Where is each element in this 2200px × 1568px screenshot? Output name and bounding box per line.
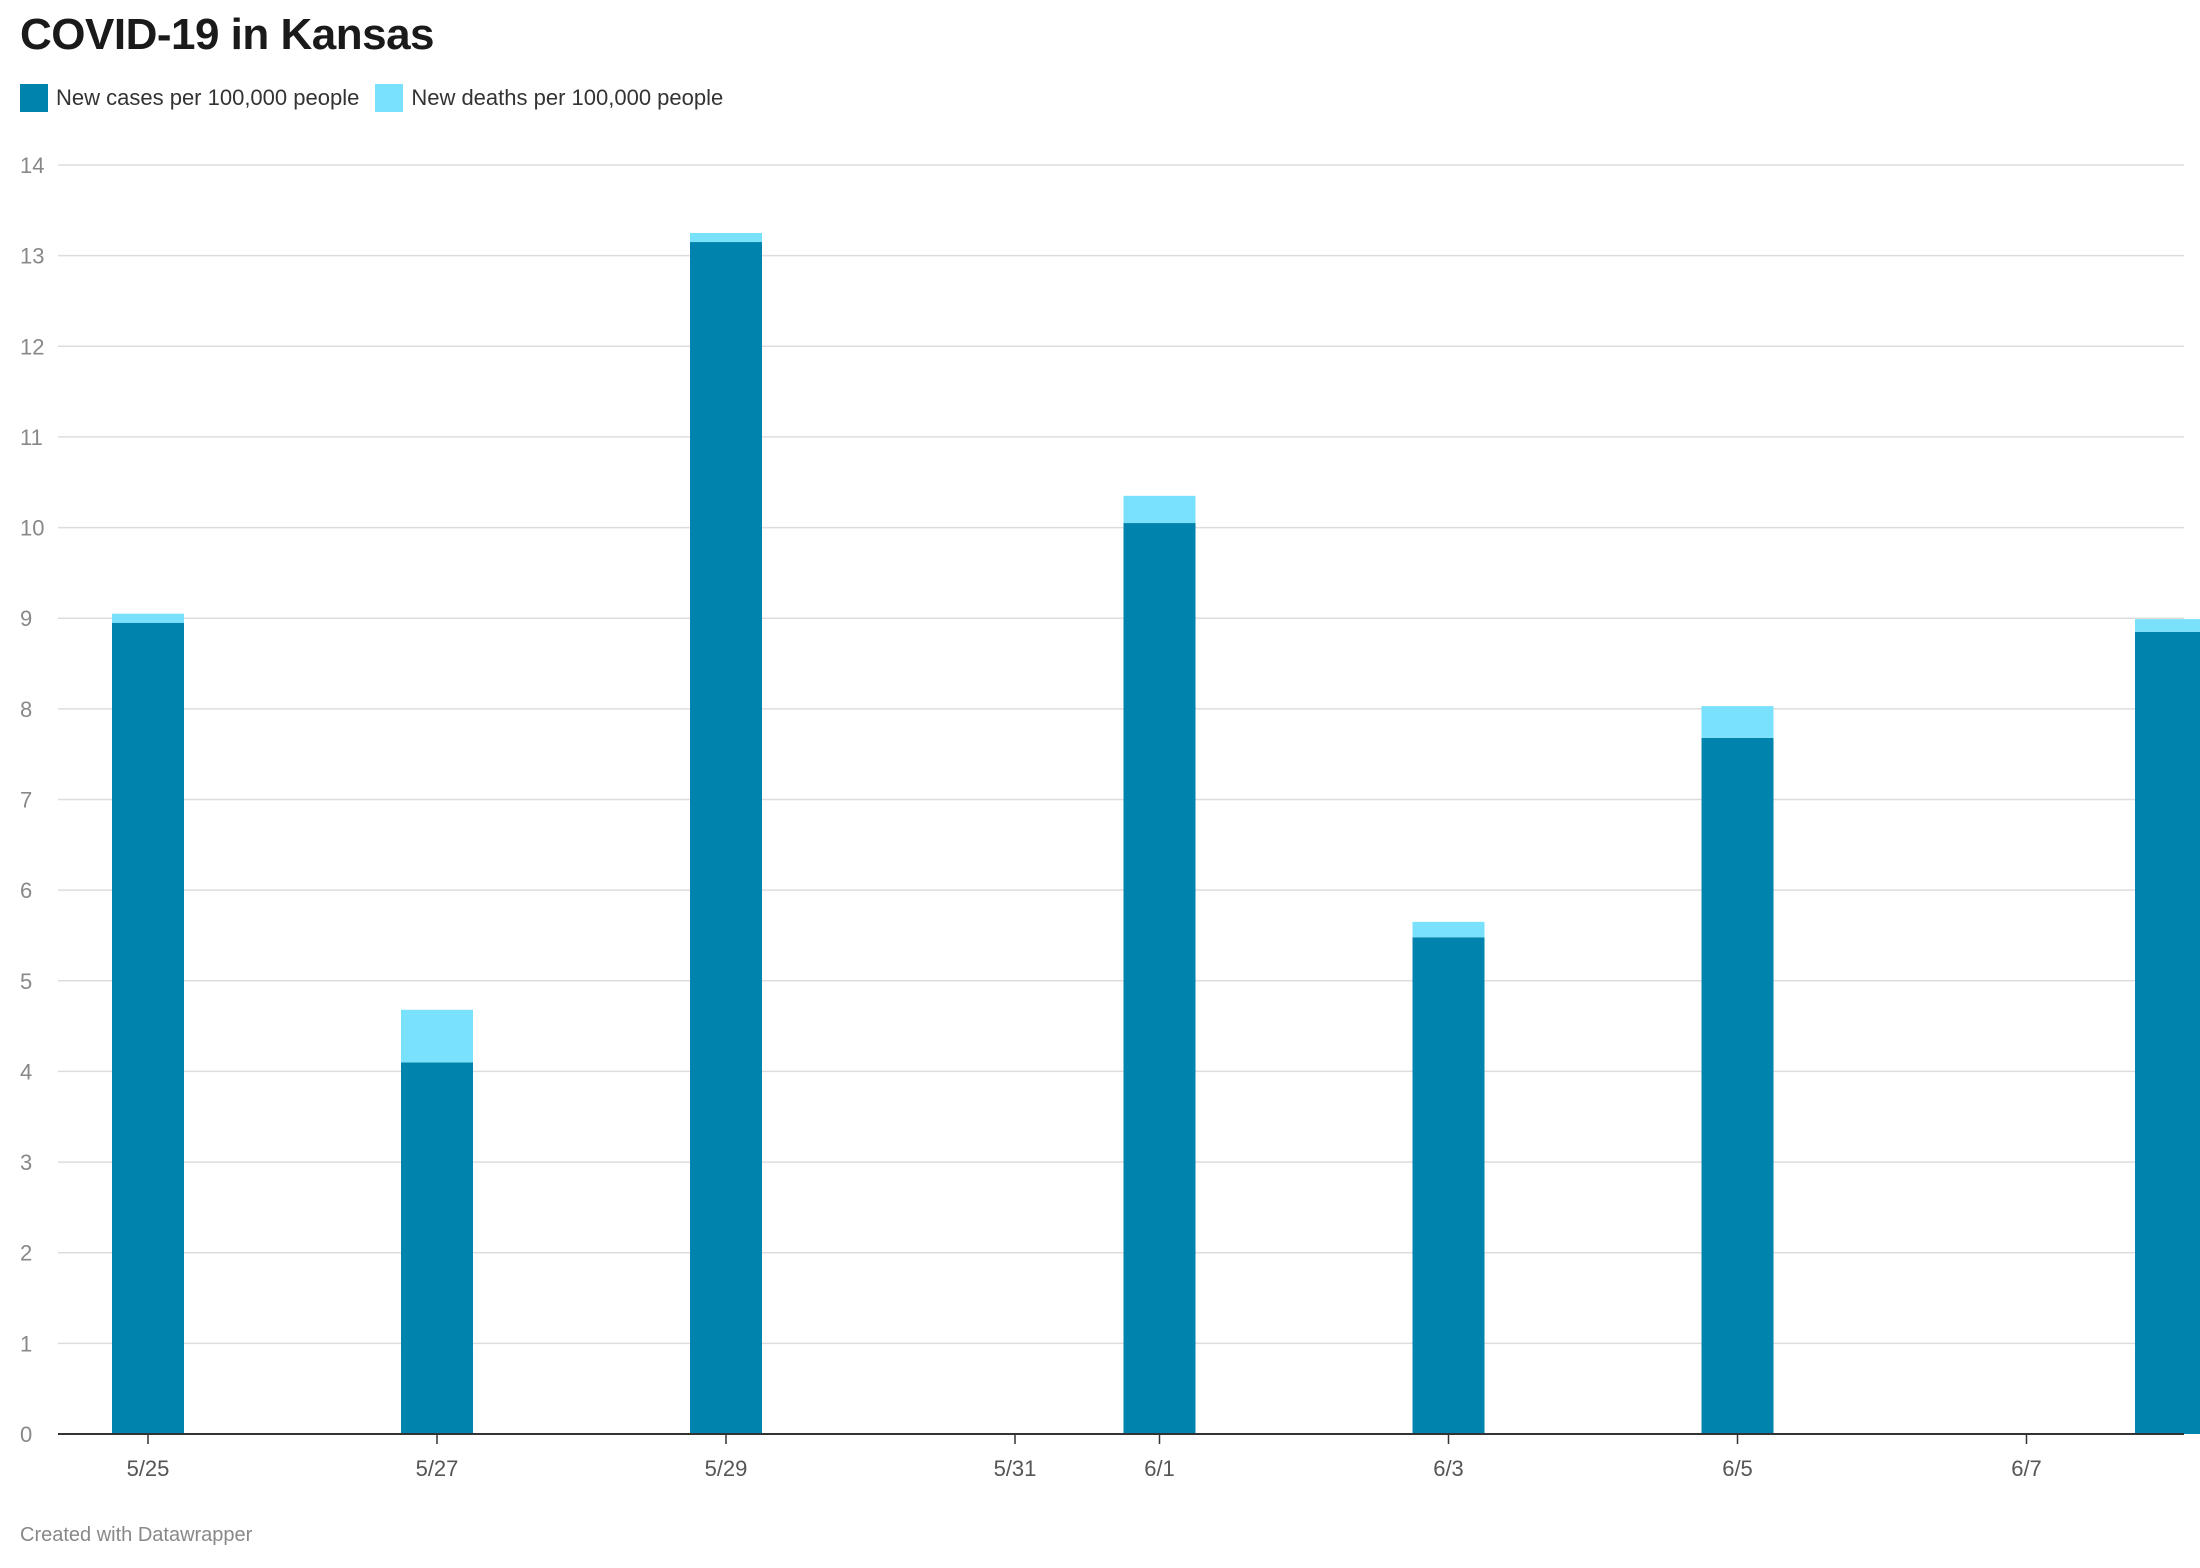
bar-cases xyxy=(112,622,184,1434)
bar-deaths xyxy=(1701,706,1774,738)
bar-cases xyxy=(1412,937,1485,1434)
y-tick-label: 0 xyxy=(20,1422,32,1447)
x-tick-label: 5/25 xyxy=(127,1456,170,1481)
y-tick-label: 11 xyxy=(20,425,43,450)
bar-cases xyxy=(1123,523,1196,1434)
legend-label-deaths: New deaths per 100,000 people xyxy=(411,85,724,110)
legend-label-cases: New cases per 100,000 people xyxy=(56,85,360,110)
bar-cases xyxy=(401,1062,473,1434)
y-tick-label: 9 xyxy=(20,606,32,631)
bar-cases xyxy=(690,242,762,1435)
y-tick-label: 8 xyxy=(20,697,32,722)
legend-swatch-cases xyxy=(20,84,48,112)
x-tick-label: 5/27 xyxy=(416,1456,459,1481)
x-tick-label: 5/29 xyxy=(705,1456,748,1481)
y-tick-label: 2 xyxy=(20,1241,32,1266)
y-tick-label: 13 xyxy=(20,244,44,269)
legend-swatch-deaths xyxy=(375,84,404,112)
y-tick-label: 5 xyxy=(20,969,32,994)
y-tick-label: 6 xyxy=(20,878,32,903)
x-tick-label: 6/1 xyxy=(1144,1456,1175,1481)
bar-deaths xyxy=(112,613,184,623)
bar-deaths xyxy=(1412,921,1485,938)
legend: New cases per 100,000 people New deaths … xyxy=(20,84,739,112)
y-tick-label: 4 xyxy=(20,1059,32,1084)
bar-deaths xyxy=(2135,619,2200,632)
bar-deaths xyxy=(1123,495,1196,524)
x-tick-label: 6/5 xyxy=(1722,1456,1753,1481)
x-tick-label: 5/31 xyxy=(994,1456,1037,1481)
y-tick-label: 12 xyxy=(20,334,44,359)
y-tick-label: 14 xyxy=(20,153,44,178)
y-tick-label: 1 xyxy=(20,1331,32,1356)
y-tick-label: 10 xyxy=(20,516,44,541)
x-tick-label: 6/3 xyxy=(1433,1456,1464,1481)
legend-item-cases: New cases per 100,000 people xyxy=(20,84,359,112)
legend-item-deaths: New deaths per 100,000 people xyxy=(375,84,723,112)
bar-deaths xyxy=(690,232,762,243)
chart-title: COVID-19 in Kansas xyxy=(20,10,435,59)
bar-deaths xyxy=(401,1009,473,1063)
y-tick-label: 3 xyxy=(20,1150,32,1175)
x-tick-label: 6/7 xyxy=(2011,1456,2042,1481)
footer-credit: Created with Datawrapper xyxy=(20,1524,253,1546)
y-tick-label: 7 xyxy=(20,788,32,813)
bar-cases xyxy=(1701,737,1774,1434)
bar-cases xyxy=(2135,631,2200,1434)
